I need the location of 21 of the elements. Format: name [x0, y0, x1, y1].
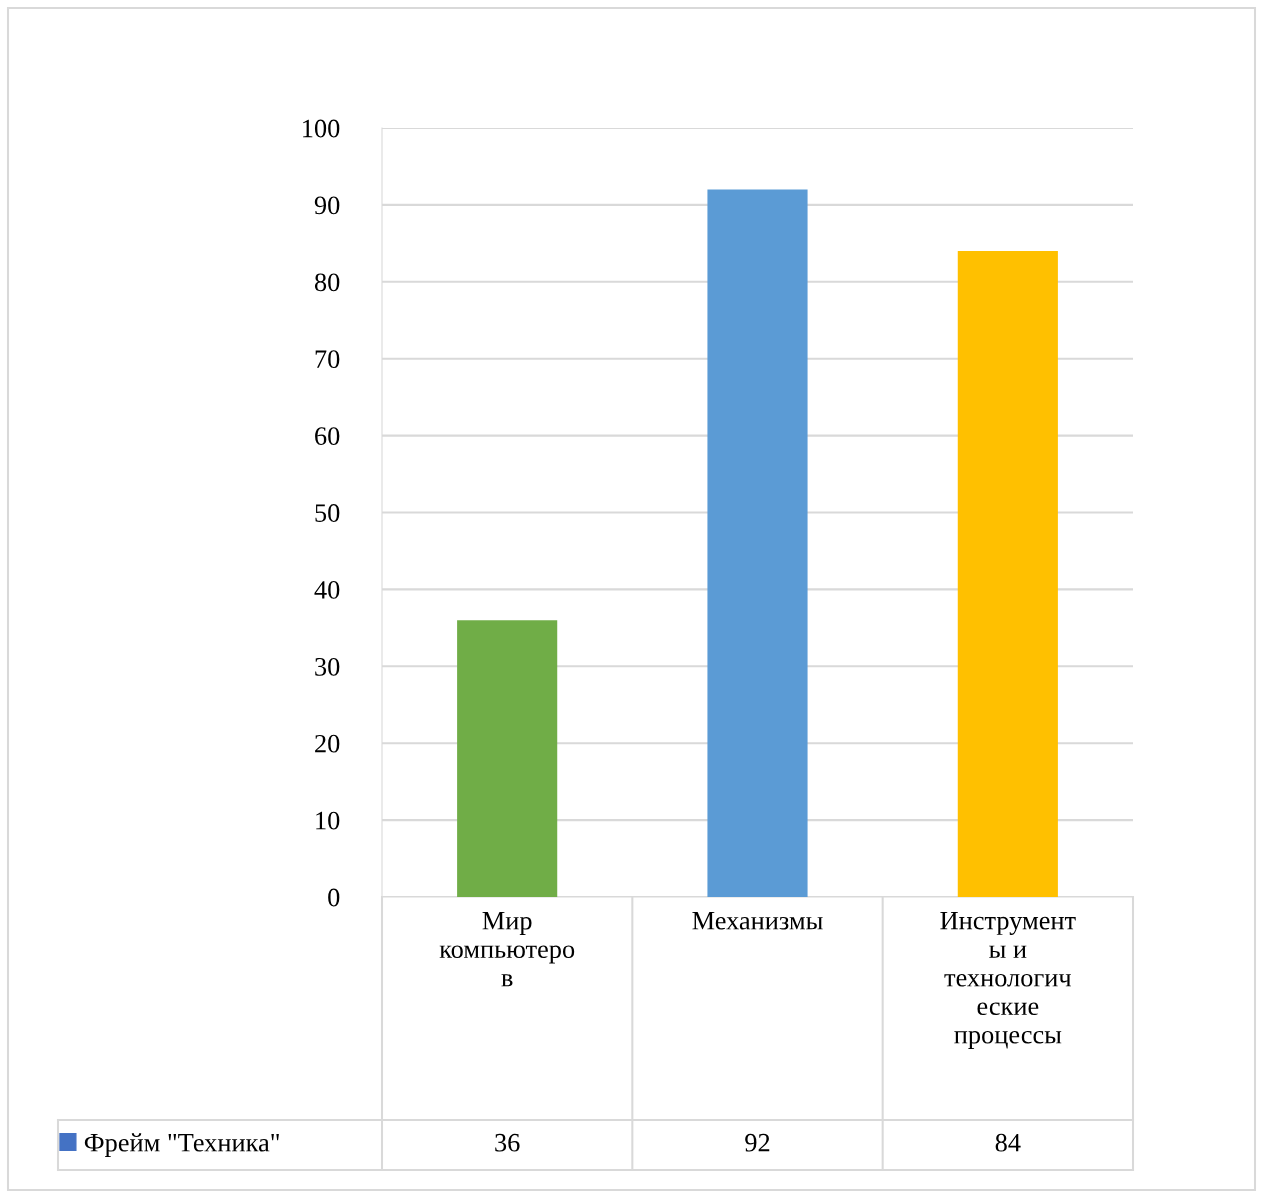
y-tick-label: 60 — [315, 427, 340, 446]
y-tick-label: 70 — [315, 350, 340, 369]
text: Фрейм "Техника" — [84, 1133, 279, 1157]
x-tick-label: Механизмы — [692, 912, 823, 930]
y-tick-label: 20 — [315, 734, 340, 753]
bar — [457, 620, 558, 897]
bar — [957, 251, 1058, 897]
data-label: 36 — [495, 1133, 520, 1152]
data-label: 84 — [995, 1133, 1021, 1152]
y-tick-label: 10 — [316, 811, 340, 830]
y-tick-label: 30 — [315, 657, 340, 676]
y-tick-label: 80 — [314, 273, 340, 292]
y-tick-label: 90 — [314, 196, 340, 215]
y-tick-label: 50 — [315, 504, 340, 522]
y-tick-label: 100 — [303, 119, 340, 138]
y-tick-label: 0 — [328, 888, 340, 907]
x-tick-label: Инструменты и технологические процессы — [940, 911, 1076, 1049]
bar — [707, 189, 808, 897]
y-tick-label: 40 — [314, 581, 340, 599]
data-label: 92 — [745, 1133, 770, 1152]
x-tick-label: Мир компьютеров — [439, 912, 575, 987]
